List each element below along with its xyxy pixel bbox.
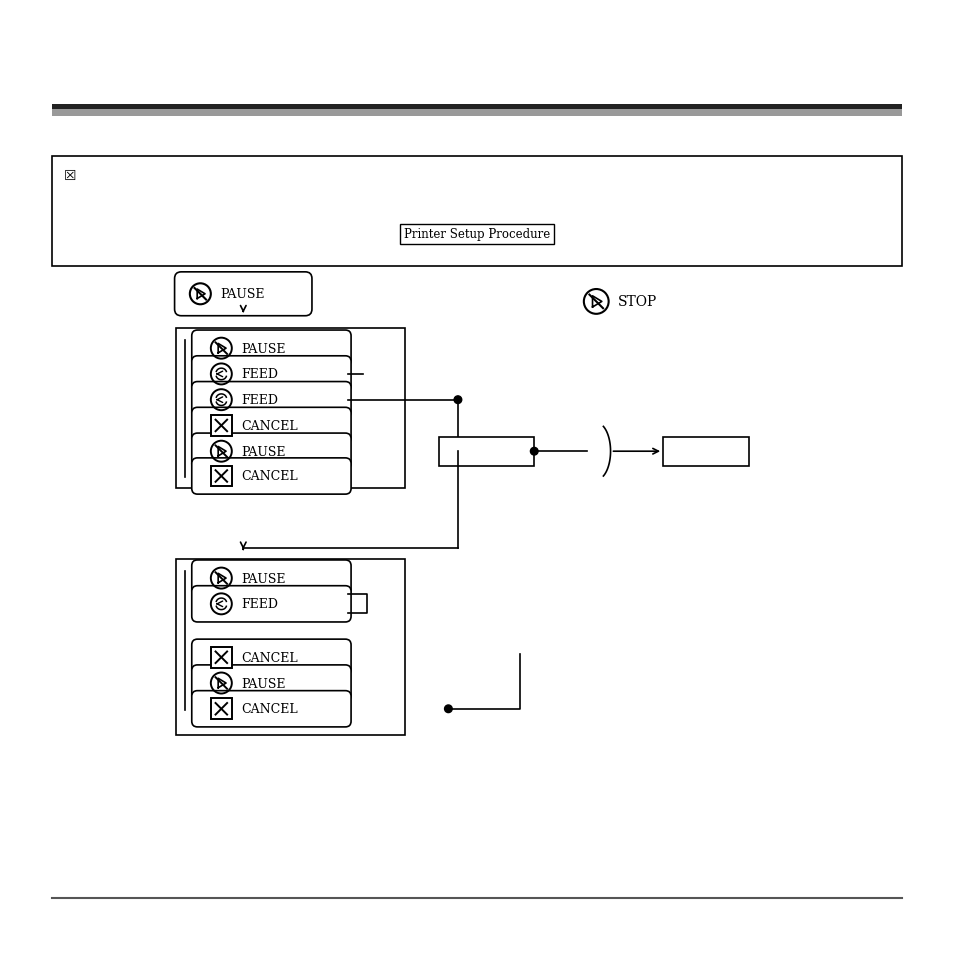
- FancyBboxPatch shape: [211, 466, 232, 487]
- Text: PAUSE: PAUSE: [220, 288, 265, 301]
- FancyBboxPatch shape: [192, 382, 351, 418]
- Circle shape: [454, 396, 461, 404]
- FancyBboxPatch shape: [192, 639, 351, 676]
- Text: ☒: ☒: [64, 169, 76, 183]
- FancyBboxPatch shape: [192, 434, 351, 470]
- FancyBboxPatch shape: [438, 437, 534, 466]
- FancyBboxPatch shape: [52, 157, 901, 267]
- FancyBboxPatch shape: [176, 559, 405, 736]
- Text: FEED: FEED: [241, 598, 278, 611]
- Text: Printer Setup Procedure: Printer Setup Procedure: [403, 228, 550, 241]
- FancyBboxPatch shape: [662, 437, 748, 466]
- Text: CANCEL: CANCEL: [241, 419, 297, 433]
- FancyBboxPatch shape: [192, 691, 351, 727]
- Text: FEED: FEED: [241, 394, 278, 407]
- Text: PAUSE: PAUSE: [241, 572, 286, 585]
- Text: PAUSE: PAUSE: [241, 677, 286, 690]
- Text: STOP: STOP: [618, 295, 657, 309]
- Text: PAUSE: PAUSE: [241, 342, 286, 355]
- FancyBboxPatch shape: [192, 665, 351, 701]
- FancyBboxPatch shape: [174, 273, 312, 316]
- FancyBboxPatch shape: [192, 458, 351, 495]
- FancyBboxPatch shape: [176, 329, 405, 489]
- FancyBboxPatch shape: [192, 356, 351, 393]
- FancyBboxPatch shape: [52, 111, 901, 117]
- FancyBboxPatch shape: [192, 586, 351, 622]
- Text: PAUSE: PAUSE: [241, 445, 286, 458]
- FancyBboxPatch shape: [192, 331, 351, 367]
- FancyBboxPatch shape: [192, 560, 351, 597]
- Text: CANCEL: CANCEL: [241, 651, 297, 664]
- Text: FEED: FEED: [241, 368, 278, 381]
- Text: CANCEL: CANCEL: [241, 702, 297, 716]
- FancyBboxPatch shape: [211, 699, 232, 720]
- Circle shape: [530, 448, 537, 456]
- FancyBboxPatch shape: [211, 416, 232, 436]
- FancyBboxPatch shape: [192, 408, 351, 444]
- FancyBboxPatch shape: [52, 105, 901, 112]
- FancyBboxPatch shape: [211, 647, 232, 668]
- Text: CANCEL: CANCEL: [241, 470, 297, 483]
- Circle shape: [444, 705, 452, 713]
